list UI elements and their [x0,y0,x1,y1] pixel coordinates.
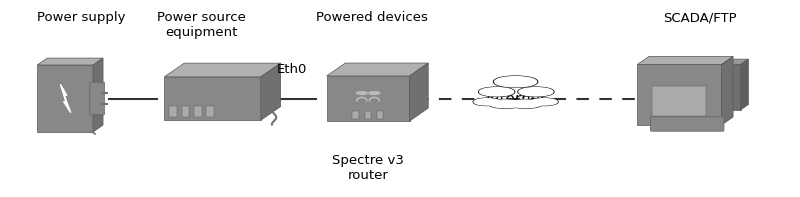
Text: Spectre v3
router: Spectre v3 router [332,154,404,182]
Polygon shape [60,84,70,113]
Text: Power supply: Power supply [38,11,126,24]
Polygon shape [38,58,103,65]
Text: Eth0: Eth0 [277,63,307,76]
Circle shape [531,99,558,105]
Circle shape [474,99,500,105]
Circle shape [510,100,542,108]
Bar [206,106,214,117]
Polygon shape [261,63,281,120]
Circle shape [510,100,542,108]
Circle shape [479,88,514,96]
Polygon shape [93,58,103,132]
Bar [170,106,177,117]
Bar [365,111,371,119]
Circle shape [489,100,522,108]
Circle shape [530,98,558,105]
FancyBboxPatch shape [90,82,105,115]
Circle shape [519,88,553,96]
Circle shape [494,77,537,87]
Bar [683,64,741,110]
Circle shape [518,87,554,96]
Circle shape [490,100,522,108]
Polygon shape [683,59,748,64]
Circle shape [357,92,367,94]
Bar [165,77,261,120]
Text: Power source
equipment: Power source equipment [157,11,246,39]
Polygon shape [741,59,748,110]
Polygon shape [722,57,733,125]
Bar [652,86,706,116]
Circle shape [474,98,501,105]
Circle shape [369,92,380,94]
Polygon shape [638,57,733,64]
Polygon shape [165,63,281,77]
Text: Powered devices: Powered devices [316,11,428,24]
Bar [352,111,358,119]
Polygon shape [410,63,428,121]
Text: SCADA/FTP: SCADA/FTP [663,11,737,24]
Bar [38,65,93,132]
Circle shape [494,76,538,87]
Circle shape [479,87,514,96]
Bar [194,106,202,117]
Bar [182,106,190,117]
Bar [326,76,410,121]
Bar [638,64,722,125]
Bar [378,111,383,119]
Polygon shape [326,63,428,76]
Text: Internet: Internet [486,92,546,107]
FancyBboxPatch shape [650,117,724,131]
